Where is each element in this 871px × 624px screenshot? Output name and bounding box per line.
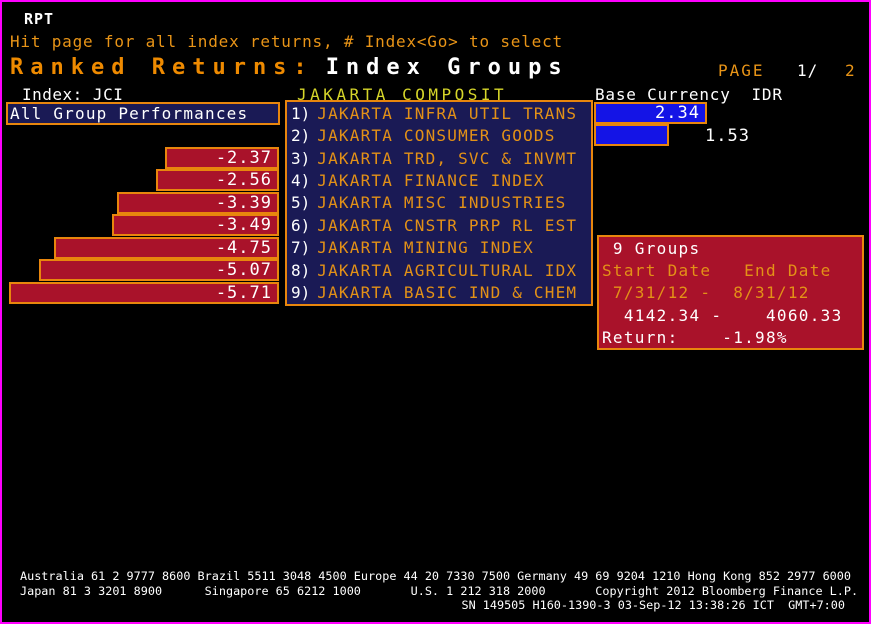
bar-value-label: -3.49 — [215, 215, 272, 235]
index-group-label: JAKARTA FINANCE INDEX — [317, 171, 545, 191]
index-group-number[interactable]: 7) — [291, 238, 311, 258]
index-group-row[interactable]: 3) JAKARTA TRD, SVC & INVMT — [287, 147, 591, 169]
index-group-label: JAKARTA CNSTR PRP RL EST — [317, 215, 578, 235]
footer-session-info: SN 149505 H160-1390-3 03-Sep-12 13:38:26… — [461, 598, 845, 613]
index-group-number[interactable]: 9) — [291, 283, 311, 303]
footer-contacts-line1: Australia 61 2 9777 8600 Brazil 5511 304… — [20, 569, 851, 583]
index-group-label: JAKARTA MISC INDUSTRIES — [317, 193, 567, 213]
index-group-number[interactable]: 6) — [291, 215, 311, 235]
page-indicator-current[interactable]: 1/ — [797, 61, 819, 80]
index-group-list: 1) JAKARTA INFRA UTIL TRANS 2) JAKARTA CONS… — [285, 100, 593, 306]
negative-return-bar: -2.56 — [156, 169, 279, 191]
index-group-label: JAKARTA INFRA UTIL TRANS — [317, 103, 578, 123]
index-group-row[interactable]: 4) JAKARTA FINANCE INDEX — [287, 169, 591, 191]
index-name-label: JAKARTA COMPOSIT — [297, 85, 508, 104]
page-indicator-total[interactable]: 2 — [845, 61, 855, 80]
bar-value-label: -3.39 — [215, 193, 272, 213]
bar-value-label: -2.56 — [215, 170, 272, 190]
index-group-row[interactable]: 9) JAKARTA BASIC IND & CHEM — [287, 282, 591, 304]
return-value-line: Return: -1.98% — [602, 327, 788, 347]
negative-return-bar: -3.49 — [112, 214, 279, 236]
index-group-number[interactable]: 8) — [291, 260, 311, 280]
index-group-number[interactable]: 1) — [291, 103, 311, 123]
negative-return-bar: -4.75 — [54, 237, 279, 259]
all-group-performances-button[interactable]: All Group Performances — [6, 102, 280, 125]
bar-value-label: -2.37 — [215, 148, 272, 168]
terminal-footer: Australia 61 2 9777 8600 Brazil 5511 304… — [2, 569, 869, 613]
page-title: Ranked Returns: Index Groups — [10, 55, 569, 80]
index-group-row[interactable]: 2) JAKARTA CONSUMER GOODS — [287, 124, 591, 146]
index-group-row[interactable]: 8) JAKARTA AGRICULTURAL IDX — [287, 259, 591, 281]
date-range-values: 7/31/12 - 8/31/12 — [602, 283, 810, 303]
page-title-function: Ranked Returns: — [10, 55, 314, 80]
groups-summary-box: 9 Groups Start Date End Date 7/31/12 - 8… — [597, 235, 864, 350]
index-group-label: JAKARTA MINING INDEX — [317, 238, 534, 258]
bar-value-label: -5.71 — [215, 283, 272, 303]
positive-return-bar — [594, 124, 669, 146]
index-ticker-label: Index: JCI — [22, 85, 124, 104]
index-group-row[interactable]: 5) JAKARTA MISC INDUSTRIES — [287, 192, 591, 214]
index-group-label: JAKARTA CONSUMER GOODS — [317, 126, 556, 146]
index-group-number[interactable]: 2) — [291, 126, 311, 146]
index-group-label: JAKARTA BASIC IND & CHEM — [317, 283, 578, 303]
index-group-row[interactable]: 1) JAKARTA INFRA UTIL TRANS — [287, 102, 591, 124]
bar-value-label: 1.53 — [705, 126, 750, 146]
groups-count: 9 Groups — [602, 239, 701, 258]
base-currency-label: Base Currency IDR — [595, 85, 783, 104]
index-group-row[interactable]: 7) JAKARTA MINING INDEX — [287, 237, 591, 259]
footer-contacts-line2: Japan 81 3 3201 8900 Singapore 65 6212 1… — [20, 583, 859, 598]
negative-return-bar: -2.37 — [165, 147, 279, 169]
positive-return-bar: 2.34 — [594, 102, 707, 124]
index-group-row[interactable]: 6) JAKARTA CNSTR PRP RL EST — [287, 214, 591, 236]
index-group-number[interactable]: 5) — [291, 193, 311, 213]
index-group-label: JAKARTA TRD, SVC & INVMT — [317, 148, 578, 168]
command-line-text[interactable]: RPT — [24, 10, 55, 28]
bar-value-label: 2.34 — [655, 103, 700, 123]
page-indicator-label: PAGE — [718, 61, 765, 80]
index-group-number[interactable]: 4) — [291, 171, 311, 191]
date-range-header: Start Date End Date — [602, 261, 832, 281]
bar-value-label: -4.75 — [215, 238, 272, 258]
hint-line: Hit page for all index returns, # Index<… — [10, 32, 563, 51]
page-title-subject: Index Groups — [325, 55, 569, 80]
bar-value-label: -5.07 — [215, 260, 272, 280]
negative-return-bar: -3.39 — [117, 192, 279, 214]
index-group-label: JAKARTA AGRICULTURAL IDX — [317, 260, 578, 280]
negative-return-bar: -5.07 — [39, 259, 279, 281]
negative-return-bar: -5.71 — [9, 282, 279, 304]
index-group-number[interactable]: 3) — [291, 148, 311, 168]
index-level-values: 4142.34 - 4060.33 — [602, 305, 843, 325]
